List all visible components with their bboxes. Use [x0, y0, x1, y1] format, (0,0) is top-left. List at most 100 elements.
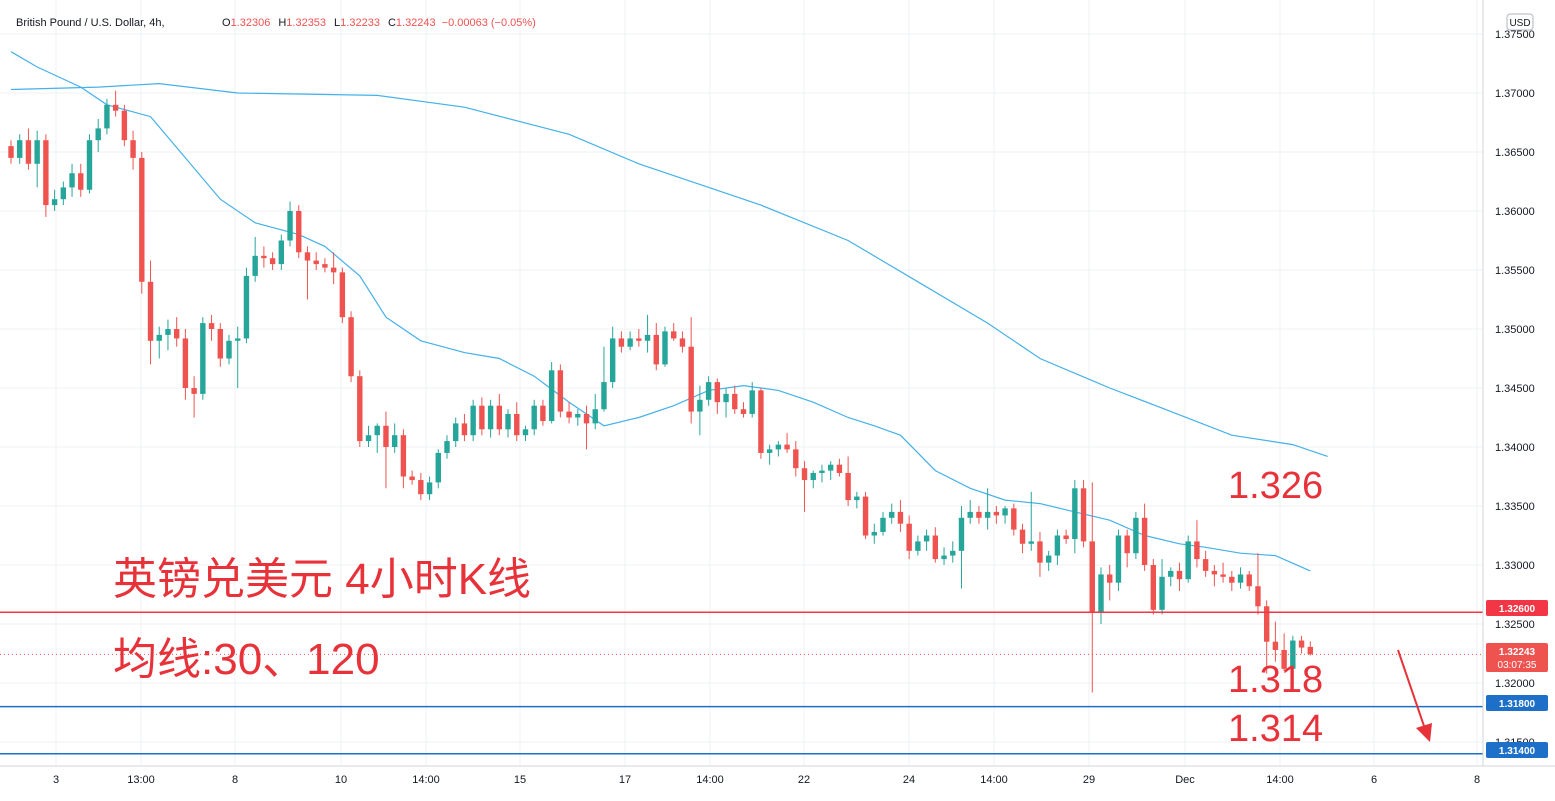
candle-down: [383, 411, 389, 489]
candle-body: [278, 240, 285, 265]
candle-body: [810, 472, 816, 481]
candle-body: [391, 435, 398, 447]
candle-body: [819, 470, 825, 473]
candle-body: [845, 472, 851, 501]
candle-body: [400, 435, 407, 477]
candle-body: [86, 140, 93, 190]
candle-body: [1298, 640, 1305, 648]
candle-body: [915, 541, 921, 551]
candle-body: [950, 550, 956, 556]
candle-body: [984, 511, 991, 518]
candle-down: [836, 458, 843, 477]
candle-body: [112, 104, 119, 111]
candle-down: [296, 205, 302, 259]
open-label: O: [222, 17, 231, 29]
y-tick-label: 1.34000: [1495, 442, 1535, 454]
horizontal-levels: [0, 611, 1483, 755]
candle-down: [1037, 531, 1043, 577]
resistance-tag-bg: [1486, 600, 1548, 616]
support-2-tag-text: 1.31400: [1499, 746, 1536, 757]
candle-down: [322, 258, 328, 273]
candle-up: [278, 234, 285, 270]
candle-up: [705, 376, 712, 406]
candle-body: [182, 338, 189, 388]
candle-body: [130, 140, 136, 158]
candle-down: [636, 329, 642, 347]
candle-body: [1054, 535, 1061, 556]
candle-up: [1098, 567, 1104, 624]
candle-body: [1028, 541, 1034, 544]
candle-up: [810, 470, 816, 489]
candle-down: [1063, 529, 1069, 544]
candle-up: [984, 488, 991, 530]
forecast-arrow: [1397, 649, 1432, 742]
ohlc-readout: O1.32306 H1.32353 L1.32233 C1.32243 −0.00063…: [222, 17, 536, 29]
candle-down: [1298, 635, 1305, 654]
time-axis[interactable]: 3 13:00 8 10 14:00 15 17 14:00 22 24 14:00 29 Dec 14:…: [53, 774, 1480, 786]
candle-body: [653, 334, 659, 365]
candle-body: [1229, 576, 1235, 583]
candle-up: [967, 500, 973, 524]
candle-up: [548, 362, 555, 424]
candle-body: [156, 334, 162, 341]
annotation-level-1326: 1.326: [1228, 465, 1323, 507]
candle-body: [548, 370, 555, 422]
candle-up: [252, 236, 258, 282]
price-axis[interactable]: 1.37500 1.37000 1.36500 1.36000 1.35500 1.350…: [1495, 29, 1535, 749]
x-tick-label: 8: [232, 774, 238, 786]
candle-up: [426, 476, 433, 501]
candle-down: [496, 393, 503, 436]
symbol-title: British Pound / U.S. Dollar, 4h,: [16, 17, 165, 29]
support-1-tag-bg: [1486, 695, 1548, 711]
candle-body: [304, 252, 311, 261]
current-price-text: 1.32243: [1499, 647, 1536, 658]
candle-down: [801, 461, 808, 512]
candle-down: [130, 130, 136, 170]
candle-up: [165, 319, 171, 351]
candle-down: [461, 413, 468, 442]
candle-down: [1246, 570, 1252, 591]
candle-body: [34, 140, 40, 164]
candle-up: [662, 326, 668, 367]
currency-label: USD: [1509, 18, 1530, 29]
candle-body: [601, 382, 607, 410]
grid: [0, 0, 1483, 766]
candle-body: [1019, 529, 1026, 544]
candle-body: [1237, 574, 1244, 583]
x-tick-label: 17: [619, 774, 631, 786]
candle-body: [923, 535, 930, 542]
candle-body: [208, 323, 215, 329]
candle-body: [1037, 541, 1043, 563]
candle-body: [627, 338, 633, 347]
candle-down: [400, 429, 407, 489]
candle-up: [226, 334, 232, 365]
candle-down: [479, 397, 485, 436]
candle-body: [217, 329, 223, 359]
candle-body: [714, 382, 721, 403]
candle-body: [322, 264, 328, 268]
candle-down: [261, 246, 267, 268]
candle-up: [880, 511, 886, 536]
candle-up: [1133, 511, 1139, 560]
candle-body: [1307, 646, 1313, 655]
candle-up: [950, 541, 956, 563]
candle-up: [522, 425, 529, 442]
candle-body: [880, 517, 886, 532]
currency-button[interactable]: USD: [1506, 13, 1534, 31]
ma-30-line: [10, 51, 1311, 572]
resistance-price-tag: 1.32600: [1486, 600, 1548, 616]
candle-body: [836, 464, 843, 473]
candle-body: [479, 405, 485, 430]
candle-body: [121, 110, 128, 141]
candle-body: [470, 405, 476, 436]
candle-body: [1080, 488, 1087, 542]
y-tick-label: 1.32500: [1495, 619, 1535, 631]
candle-down: [740, 402, 747, 418]
candle-up: [1237, 567, 1244, 589]
candle-body: [1220, 574, 1226, 577]
candle-body: [671, 331, 677, 339]
candle-up: [435, 449, 441, 489]
